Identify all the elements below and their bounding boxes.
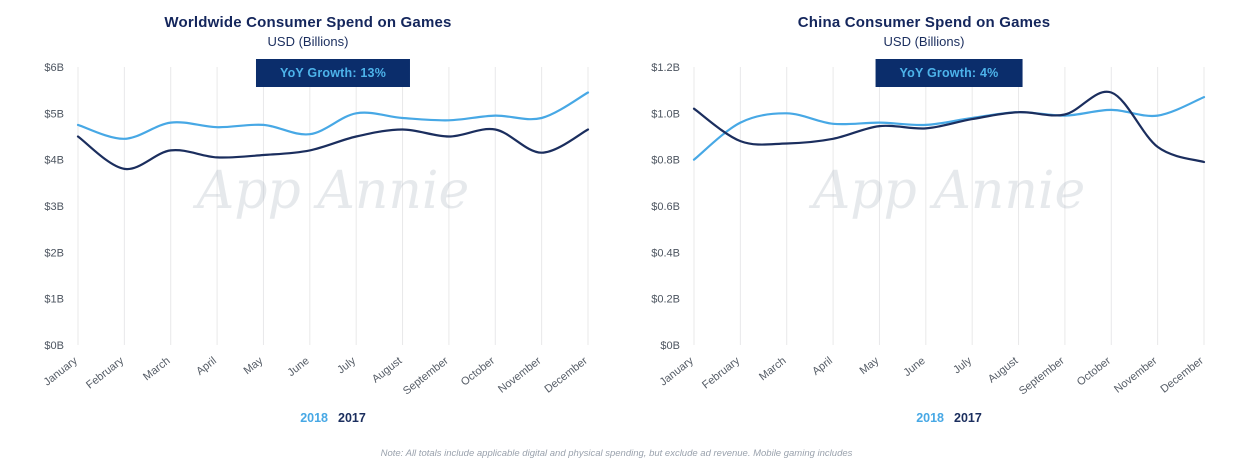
svg-text:October: October xyxy=(459,355,497,389)
chart-area: App Annie $0B $1B $2B $3B $4B $5B $6B January Fe… xyxy=(8,57,608,409)
legend-item-2017: 2017 xyxy=(338,411,366,425)
svg-text:$0B: $0B xyxy=(44,340,64,352)
svg-text:August: August xyxy=(986,355,1020,386)
chart-area: App Annie $0B $0.2B $0.4B $0.6B $0.8B $1.0B $1… xyxy=(624,57,1224,409)
svg-text:December: December xyxy=(542,355,590,396)
footnote: Note: All totals include applicable digi… xyxy=(380,448,853,459)
svg-text:January: January xyxy=(42,355,81,389)
line-chart-worldwide: $0B $1B $2B $3B $4B $5B $6B January February Marc… xyxy=(42,62,590,398)
chart-legend: 2018 2017 xyxy=(0,411,616,425)
svg-text:$1B: $1B xyxy=(44,294,64,306)
svg-text:$0B: $0B xyxy=(660,340,680,352)
svg-text:$6B: $6B xyxy=(44,62,64,74)
svg-text:April: April xyxy=(810,355,835,378)
svg-text:$2B: $2B xyxy=(44,247,64,259)
svg-text:November: November xyxy=(1112,355,1160,396)
yoy-growth-badge: YoY Growth: 13% xyxy=(255,59,411,87)
chart-title-worldwide: Worldwide Consumer Spend on Games xyxy=(164,14,452,31)
legend-item-2018: 2018 xyxy=(916,411,944,425)
svg-text:$0.4B: $0.4B xyxy=(651,247,680,259)
svg-text:July: July xyxy=(951,355,974,377)
svg-text:July: July xyxy=(335,355,358,377)
chart-title-china: China Consumer Spend on Games xyxy=(797,14,1051,31)
svg-text:$0.6B: $0.6B xyxy=(651,201,680,213)
legend-item-2017: 2017 xyxy=(954,411,982,425)
svg-text:December: December xyxy=(1158,355,1206,396)
worldwide-chart-panel: Worldwide Consumer Spend on Games USD (B… xyxy=(0,0,616,425)
svg-text:March: March xyxy=(141,355,172,383)
line-chart-china: $0B $0.2B $0.4B $0.6B $0.8B $1.0B $1.2B January… xyxy=(651,62,1206,398)
svg-text:February: February xyxy=(84,355,126,392)
svg-text:November: November xyxy=(496,355,544,396)
legend-item-2018: 2018 xyxy=(300,411,328,425)
svg-text:June: June xyxy=(901,355,927,379)
svg-text:September: September xyxy=(1017,355,1067,398)
chart-subtitle: USD (Billions) xyxy=(883,34,965,49)
svg-text:May: May xyxy=(242,355,266,378)
svg-text:$5B: $5B xyxy=(44,108,64,120)
svg-text:$3B: $3B xyxy=(44,201,64,213)
svg-text:May: May xyxy=(858,355,882,378)
chart-subtitle: USD (Billions) xyxy=(267,34,349,49)
china-chart-panel: China Consumer Spend on Games USD (Billi… xyxy=(616,0,1232,425)
svg-text:August: August xyxy=(370,355,404,386)
chart-legend: 2018 2017 xyxy=(616,411,1232,425)
charts-row: Worldwide Consumer Spend on Games USD (B… xyxy=(0,0,1232,425)
svg-text:June: June xyxy=(285,355,311,379)
svg-text:$1.2B: $1.2B xyxy=(651,62,680,74)
svg-text:October: October xyxy=(1075,355,1113,389)
yoy-growth-badge: YoY Growth: 4% xyxy=(875,59,1023,87)
svg-text:March: March xyxy=(757,355,788,383)
svg-text:$4B: $4B xyxy=(44,155,64,167)
svg-text:$0.2B: $0.2B xyxy=(651,294,680,306)
svg-text:February: February xyxy=(700,355,742,392)
svg-text:$1.0B: $1.0B xyxy=(651,108,680,120)
svg-text:January: January xyxy=(658,355,697,389)
svg-text:$0.8B: $0.8B xyxy=(651,155,680,167)
svg-text:September: September xyxy=(401,355,451,398)
svg-text:April: April xyxy=(194,355,219,378)
